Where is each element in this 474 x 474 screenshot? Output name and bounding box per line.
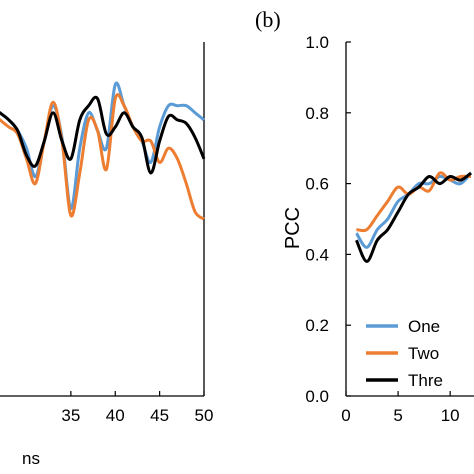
panel-b-x-ticks: 0 5 10: [341, 391, 460, 425]
panel-b-series-line: [355, 171, 472, 263]
panel-a-series-line: [0, 93, 205, 221]
panel-b-y-ticks: 0.0 0.2 0.4 0.6 0.8 1.0: [305, 33, 351, 406]
panel-b-plot-area: [355, 171, 473, 263]
panel-b-y-tick-label: 0.2: [305, 316, 329, 335]
panel-a-x-tick-label: 35: [61, 406, 80, 425]
panel-b-y-tick-label: 0.0: [305, 387, 329, 406]
panel-a-x-axis-label: ns: [22, 449, 40, 468]
panel-a-x-tick-label: 45: [150, 406, 169, 425]
panel-b-label: (b): [255, 7, 281, 32]
panel-b-y-axis-label: PCC: [282, 207, 304, 249]
panel-b-y-tick-label: 0.4: [305, 245, 329, 264]
panel-a-x-tick-label: 40: [106, 406, 125, 425]
panel-b-legend: One Two Thre: [366, 317, 443, 390]
panel-b-x-tick-label: 0: [341, 406, 350, 425]
panel-b-x-tick-label: 5: [393, 406, 402, 425]
panel-b-y-tick-label: 0.8: [305, 104, 329, 123]
panel-b-x-tick-label: 10: [441, 406, 460, 425]
panel-b: (b) PCC 0.0 0.2 0.4 0.6 0.8 1.0 0 5 10 One Two Th…: [255, 7, 474, 425]
panel-a: 35 40 45 50 ns: [0, 42, 213, 468]
panel-b-y-tick-label: 1.0: [305, 33, 329, 52]
panel-b-y-tick-label: 0.6: [305, 175, 329, 194]
panel-b-series-line: [355, 171, 473, 249]
legend-label: Thre: [408, 371, 443, 390]
panel-a-series-line: [0, 95, 206, 175]
legend-label: One: [408, 317, 440, 336]
panel-a-plot-area: [0, 81, 206, 221]
panel-a-x-ticks: 35 40 45 50: [61, 391, 213, 425]
legend-label: Two: [408, 344, 439, 363]
panel-a-x-tick-label: 50: [195, 406, 214, 425]
